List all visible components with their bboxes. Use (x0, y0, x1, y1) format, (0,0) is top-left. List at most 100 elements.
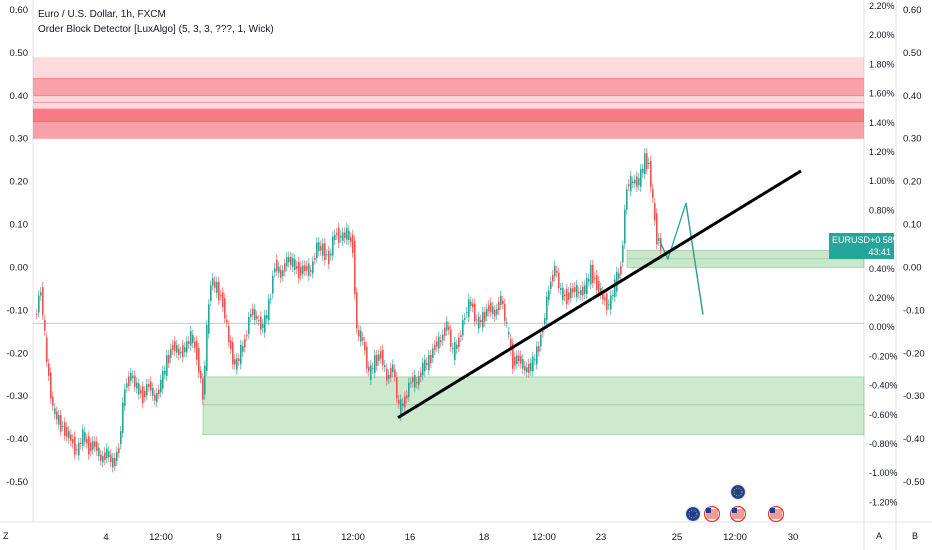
candle-body (98, 447, 100, 456)
candle-body (324, 243, 326, 261)
right-axis-tick: 0.10 (903, 220, 922, 231)
candle-body (494, 310, 496, 317)
us-flag-icon[interactable] (729, 505, 747, 523)
auto-scale-toggle[interactable]: Z (3, 531, 9, 541)
economic-events[interactable] (684, 483, 785, 523)
candle-body (320, 245, 322, 251)
candle-body (156, 393, 158, 403)
time-axis-tick: 18 (479, 532, 490, 543)
candle-body (118, 448, 120, 453)
left-axis-tick: 0.10 (10, 220, 29, 231)
left-axis-tick: 0.30 (10, 134, 29, 145)
candle-body (234, 359, 236, 365)
candle-body (112, 457, 114, 468)
trendline[interactable] (397, 169, 802, 419)
pct-axis-tick: -0.60% (869, 410, 898, 420)
candle-body (218, 282, 220, 301)
candle-body (614, 279, 616, 297)
bar-countdown: 43:41 (868, 247, 891, 257)
candle-body (60, 415, 62, 432)
candle-body (246, 335, 248, 337)
candle-body (128, 376, 130, 386)
candle-body (376, 354, 378, 366)
pct-axis-tick: 1.60% (869, 89, 895, 99)
candle-body (472, 303, 474, 308)
candle-body (242, 346, 244, 352)
candle-body (642, 169, 644, 173)
candle-body (510, 338, 512, 351)
candle-body (366, 346, 368, 369)
bearish-zone-inner (33, 78, 864, 96)
candle-body (138, 383, 140, 395)
us-flag-icon[interactable] (703, 505, 721, 523)
candle-body (480, 320, 482, 323)
candle-body (268, 299, 270, 321)
candle-body (88, 436, 90, 455)
eu-flag-icon[interactable] (729, 483, 747, 501)
candle-body (580, 290, 582, 295)
candle-body (562, 287, 564, 301)
left-axis-tick: -0.20 (6, 348, 28, 359)
candle-body (208, 304, 210, 334)
candle-body (188, 341, 190, 344)
pct-axis-tick: -1.00% (869, 468, 898, 478)
candle-body (552, 274, 554, 282)
left-axis-tick: -0.50 (6, 477, 28, 488)
candle-body (292, 258, 294, 267)
candle-body (622, 245, 624, 263)
bearish-zone-inner (33, 108, 864, 122)
candle-body (306, 265, 308, 271)
candle-body (160, 379, 162, 393)
candle-body (478, 316, 480, 329)
right-axis: 0.60 0.50 0.40 0.30 0.20 0.10 0.00 -0.10 -0.20 -0… (903, 5, 925, 488)
bars-button[interactable]: B (912, 531, 919, 541)
candle-body (380, 350, 382, 359)
eu-flag-icon[interactable] (684, 505, 702, 523)
candle-body (550, 281, 552, 289)
auto-button[interactable]: A (876, 531, 883, 541)
right-axis-tick: -0.30 (903, 391, 925, 402)
order-block-zones (33, 57, 865, 436)
us-flag-icon[interactable] (767, 505, 785, 523)
candle-body (76, 449, 78, 451)
candle-body (244, 339, 246, 348)
candle-body (312, 261, 314, 274)
candle-body (294, 259, 296, 271)
candle-body (438, 336, 440, 349)
time-axis-tick: 12:00 (149, 532, 173, 543)
left-axis-tick: 0.20 (10, 177, 29, 188)
candle-body (518, 355, 520, 361)
pct-axis-tick: 0.20% (869, 293, 895, 303)
pct-axis-tick: 1.80% (869, 59, 895, 69)
candle-body (322, 243, 324, 256)
right-axis-tick: -0.20 (903, 348, 925, 359)
candle-body (44, 320, 46, 331)
candle-body (222, 292, 224, 307)
candle-body (470, 301, 472, 307)
bullish-zone-lower[interactable] (202, 376, 865, 436)
candle-body (40, 292, 42, 296)
indicator-title[interactable]: Order Block Detector [LuxAlgo] (5, 3, 3,… (38, 24, 274, 35)
candle-body (150, 381, 152, 391)
candle-body (454, 342, 456, 361)
candle-body (236, 358, 238, 370)
candle-body (170, 348, 172, 358)
candle-body (524, 366, 526, 371)
candle-body (114, 457, 116, 466)
candle-body (428, 354, 430, 371)
left-axis-tick: -0.10 (6, 305, 28, 316)
candle-body (440, 340, 442, 343)
candle-body (436, 341, 438, 347)
candle-body (336, 233, 338, 235)
candle-body (652, 188, 654, 198)
candle-body (460, 335, 462, 337)
candle-body (84, 432, 86, 442)
candle-body (618, 273, 620, 279)
bearish-zone-outer[interactable] (33, 57, 864, 139)
candle-body (134, 375, 136, 387)
candle-body (286, 257, 288, 267)
time-axis-tick: 12:00 (341, 532, 365, 543)
candle-body (318, 242, 320, 252)
left-axis-tick: -0.30 (6, 391, 28, 402)
